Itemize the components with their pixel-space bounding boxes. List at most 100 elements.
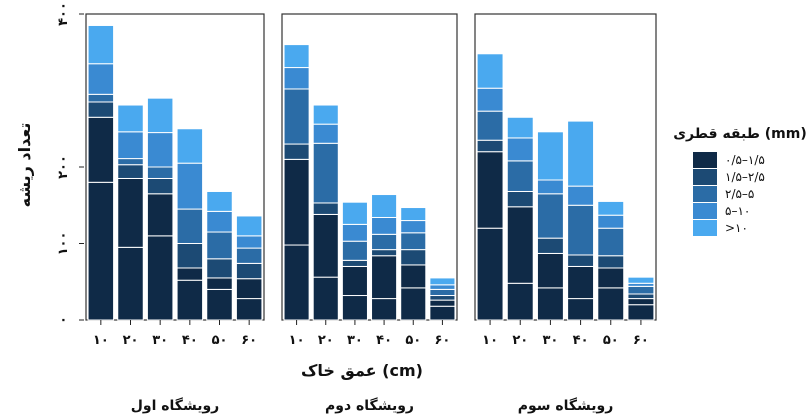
bar-segment — [567, 120, 595, 187]
bar-segment — [283, 44, 310, 69]
bar-segment — [429, 295, 456, 301]
bar-segment — [283, 88, 310, 145]
bar-segment — [146, 177, 174, 195]
bar-segment — [117, 158, 144, 166]
bar-segment — [235, 247, 263, 264]
bar-segment — [117, 131, 144, 160]
bar-segment — [87, 93, 115, 103]
bar-segment — [312, 142, 339, 204]
bar-segment — [597, 287, 625, 321]
bar-segment — [476, 227, 504, 321]
bar-segment — [176, 279, 204, 321]
bar-segment — [597, 255, 625, 269]
bar-segment — [371, 298, 398, 321]
bar-segment — [87, 24, 115, 65]
bar-segment — [87, 181, 115, 321]
x-tick-label: ۲۰ — [123, 333, 139, 348]
bar-segment — [429, 277, 456, 286]
bar-segment — [506, 282, 534, 321]
bar-segment — [235, 262, 263, 280]
bar-segment — [341, 240, 368, 261]
y-tick-label: ۱۰۰ — [56, 232, 71, 256]
bar-segment — [506, 206, 534, 284]
bar-segment — [506, 160, 534, 192]
bar-segment — [536, 179, 564, 195]
bar-segment — [312, 104, 339, 125]
bar-segment — [235, 215, 263, 237]
bar-segment — [429, 305, 456, 321]
panel-3: ۱۰ ۲۰ ۳۰ ۴۰ ۵۰ ۶۰ رویشگاه سوم — [474, 13, 657, 414]
bar-segment — [312, 213, 339, 278]
bar-segment — [429, 288, 456, 297]
x-tick-label: ۳۰ — [347, 333, 363, 348]
bar-segment — [283, 67, 310, 90]
x-tick-label: ۱۰ — [93, 333, 109, 348]
x-tick-label: ۳۰ — [152, 333, 168, 348]
bar-segment — [536, 237, 564, 254]
bar-segment — [206, 258, 233, 279]
x-tick-label: ۵۰ — [212, 333, 228, 348]
legend-swatch — [693, 220, 717, 236]
bar-segment — [597, 267, 625, 289]
chart-panels: ۱۰ ۲۰ ۳۰ ۴۰ ۵۰ ۶۰ رویشگاه اول ۱۰ ۲۰ ۳۰ ۴۰ ۵۰ ۶۰ رویشگ… — [85, 13, 657, 414]
bar-segment — [476, 53, 504, 89]
bar-segment — [476, 87, 504, 112]
bar-segment — [117, 164, 144, 179]
bar-segment — [312, 202, 339, 215]
panel-title: رویشگاه اول — [131, 397, 219, 414]
bar-segment — [476, 110, 504, 141]
legend-swatch — [693, 203, 717, 219]
bar-segment — [87, 116, 115, 183]
bar-segment — [176, 243, 204, 269]
legend-swatch — [693, 186, 717, 202]
bar-segment — [283, 158, 310, 246]
bar-segment — [567, 254, 595, 267]
bar-segment — [400, 220, 427, 234]
x-tick-label: ۵۰ — [603, 333, 619, 348]
bar-segment — [506, 190, 534, 208]
bar-segment — [371, 216, 398, 235]
bar-segment — [536, 287, 564, 321]
panel-frame — [281, 13, 458, 321]
bar-segment — [567, 185, 595, 206]
bar-segment — [597, 200, 625, 216]
panel-frame — [85, 13, 265, 321]
bar-segment — [341, 201, 368, 225]
bar-segment — [597, 214, 625, 229]
legend-swatch — [693, 152, 717, 168]
bar-segment — [400, 264, 427, 289]
bar-segment — [341, 265, 368, 297]
bar-segment — [567, 204, 595, 256]
bar-segment — [117, 246, 144, 321]
y-tick-label: ۲۰۰ — [56, 155, 71, 179]
x-tick-label: ۲۰ — [512, 333, 528, 348]
bar-segment — [400, 207, 427, 222]
panel-title: رویشگاه سوم — [518, 397, 614, 414]
bar-segment — [87, 63, 115, 95]
bar-segment — [176, 208, 204, 244]
bar-segment — [476, 151, 504, 229]
bar-segment — [235, 298, 263, 321]
y-axis: ۰ ۱۰۰ ۲۰۰ ۴۰۰ — [56, 2, 84, 324]
legend-label: ۲/۵–۵ — [725, 187, 754, 201]
y-tick-label: ۰ — [56, 316, 71, 324]
bar-segment — [146, 97, 174, 134]
bar-segment — [627, 276, 655, 284]
bar-segment — [400, 232, 427, 251]
bar-segment — [371, 255, 398, 300]
bar-segment — [429, 284, 456, 290]
x-axis-title: عمق خاک (cm) — [301, 361, 423, 380]
panel-frame — [474, 13, 657, 321]
bar-segment — [206, 210, 233, 233]
x-tick-label: ۴۰ — [376, 333, 392, 348]
bar-segment — [235, 278, 263, 300]
bar-segment — [146, 132, 174, 168]
y-tick-label: ۴۰۰ — [56, 2, 71, 26]
panel-1: ۱۰ ۲۰ ۳۰ ۴۰ ۵۰ ۶۰ رویشگاه اول — [85, 13, 265, 414]
legend-label: >۱۰ — [725, 221, 748, 235]
bar-segment — [176, 128, 204, 164]
bar-segment — [341, 223, 368, 242]
bar-segment — [312, 276, 339, 321]
bar-segment — [312, 123, 339, 144]
bar-segment — [206, 231, 233, 260]
